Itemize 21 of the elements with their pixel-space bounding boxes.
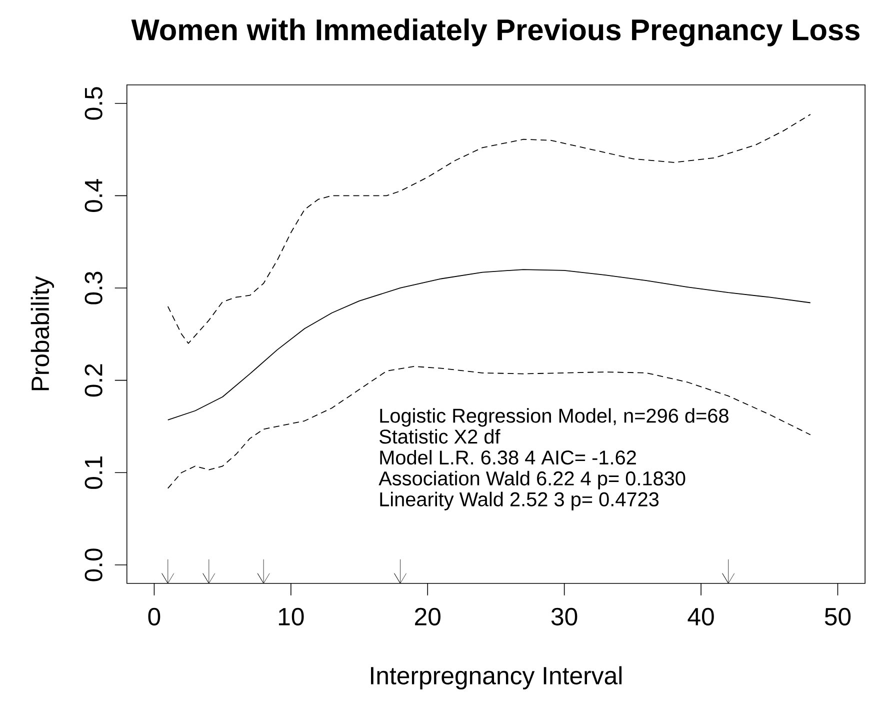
y-tick-label: 0.4 xyxy=(84,178,102,212)
y-tick-label: 0.5 xyxy=(84,87,102,120)
y-tick-label: 0.1 xyxy=(84,456,102,489)
x-tick-label: 50 xyxy=(824,608,851,626)
y-tick-label: 0.3 xyxy=(84,272,102,304)
annotation: Model L.R. 6.38 4 AIC= -1.62 xyxy=(380,450,636,464)
y-axis-title: Probability xyxy=(30,276,54,390)
x-tick-label: 20 xyxy=(415,608,440,626)
y-tick-label: 0.2 xyxy=(84,364,102,397)
annotation: Logistic Regression Model, n=296 d=68 xyxy=(380,408,728,427)
x-axis-title: Interpregnancy Interval xyxy=(371,666,622,690)
chart-title: Women with Immediately Previous Pregnancy Loss xyxy=(131,18,860,46)
line-series xyxy=(167,366,811,489)
x-tick-label: 10 xyxy=(278,608,304,626)
x-tick-label: 40 xyxy=(688,608,714,626)
annotation: Linearity Wald 2.52 3 p= 0.4723 xyxy=(380,492,659,510)
annotation: Association Wald 6.22 4 p= 0.1830 xyxy=(378,470,686,490)
x-tick-label: 0 xyxy=(148,608,160,626)
x-tick-label: 30 xyxy=(551,608,578,626)
annotation: Statistic X2 df xyxy=(380,428,500,444)
y-tick-label: 0.0 xyxy=(84,548,102,582)
